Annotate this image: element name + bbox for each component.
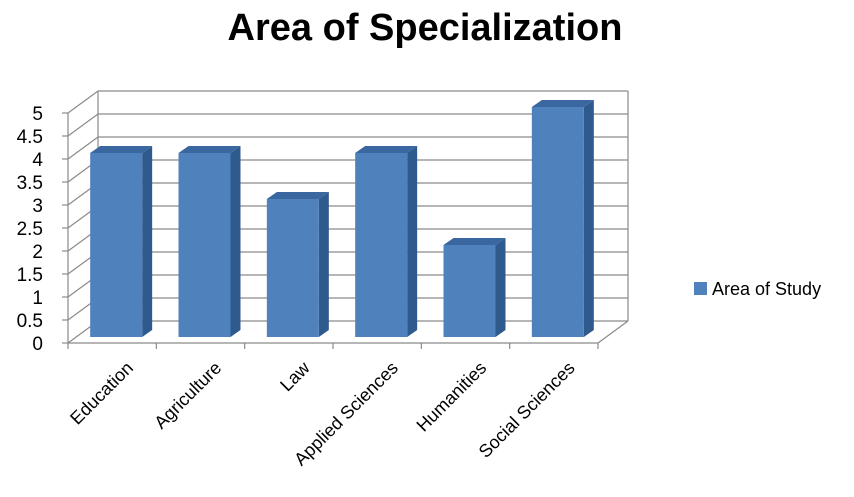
y-tick-label: 3 — [32, 196, 43, 217]
floor-right-edge — [597, 320, 629, 344]
bar-front-face — [355, 153, 408, 337]
bar-side-face — [583, 100, 594, 337]
y-tick-label: 1 — [32, 288, 43, 309]
side-wall-gridline — [67, 113, 99, 137]
y-tick-label: 4 — [32, 150, 43, 171]
bar — [178, 146, 241, 337]
y-tick-label: 2 — [32, 242, 43, 263]
bar-side-face — [142, 146, 153, 337]
bar — [531, 100, 594, 337]
bar-side-face — [407, 146, 418, 337]
bar-top-face — [531, 100, 594, 107]
bar-front-face — [531, 107, 584, 337]
bar-front-face — [443, 245, 496, 337]
y-tick-label: 5 — [32, 104, 43, 125]
side-wall-gridline — [67, 136, 99, 160]
side-wall-gridline — [67, 90, 99, 114]
x-category-label: Education — [66, 358, 137, 429]
bar-top-face — [355, 146, 418, 153]
y-axis-ticks: 00.511.522.533.544.55 — [17, 104, 68, 355]
x-category-label: Law — [276, 357, 314, 395]
bar-top-face — [90, 146, 153, 153]
y-tick-label: 4.5 — [17, 127, 43, 148]
x-category-label: Agriculture — [150, 358, 225, 433]
y-tick-label: 2.5 — [17, 219, 43, 240]
y-tick-label: 1.5 — [17, 265, 43, 286]
bar-side-face — [230, 146, 241, 337]
bar-top-face — [443, 238, 506, 245]
legend-label: Area of Study — [712, 279, 821, 299]
x-category-label: Humanities — [413, 358, 491, 436]
bar-top-face — [178, 146, 241, 153]
bar — [355, 146, 418, 337]
bar — [90, 146, 153, 337]
bar-front-face — [178, 153, 231, 337]
legend: Area of Study — [694, 279, 821, 299]
bar-top-face — [266, 192, 329, 199]
bar-series — [90, 100, 594, 337]
y-tick-label: 3.5 — [17, 173, 43, 194]
legend-swatch — [694, 282, 707, 295]
bar-side-face — [495, 238, 506, 337]
chart-title: Area of Specialization — [228, 7, 623, 49]
bar-front-face — [90, 153, 143, 337]
y-tick-label: 0.5 — [17, 311, 43, 332]
bar-front-face — [266, 199, 319, 337]
bar-side-face — [318, 192, 329, 337]
x-category-label: Social Sciences — [475, 358, 579, 462]
bar — [443, 238, 506, 337]
bar — [266, 192, 329, 337]
y-tick-label: 0 — [32, 334, 43, 355]
